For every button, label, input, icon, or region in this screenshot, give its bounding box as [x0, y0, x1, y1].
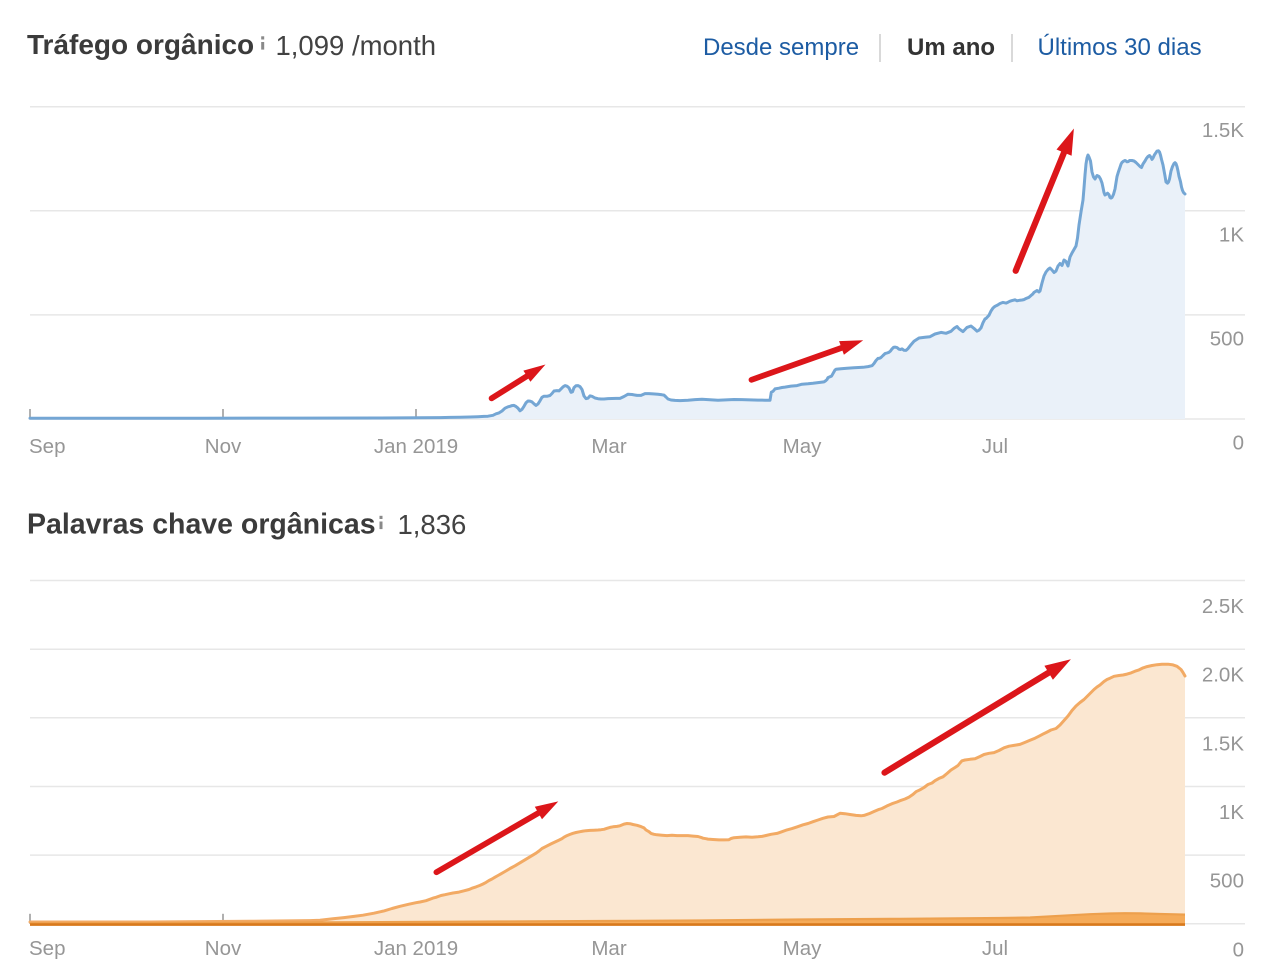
- svg-text:Últimos 30 dias: Últimos 30 dias: [1038, 34, 1202, 61]
- svg-text:Sep: Sep: [29, 937, 65, 960]
- svg-text:Desde sempre: Desde sempre: [703, 34, 859, 61]
- svg-text:1K: 1K: [1219, 801, 1244, 824]
- svg-text:Tráfego orgânico: Tráfego orgânico: [27, 29, 254, 60]
- svg-text:Jul: Jul: [982, 435, 1008, 458]
- svg-text:2.5K: 2.5K: [1202, 595, 1244, 618]
- svg-text:0: 0: [1233, 432, 1244, 455]
- svg-text:Mar: Mar: [591, 435, 626, 458]
- svg-text:1K: 1K: [1219, 223, 1244, 246]
- svg-text:500: 500: [1210, 870, 1244, 893]
- svg-text:Mar: Mar: [591, 937, 626, 960]
- svg-text:May: May: [783, 435, 822, 458]
- svg-text:Nov: Nov: [205, 435, 242, 458]
- svg-text:1.5K: 1.5K: [1202, 119, 1244, 142]
- svg-text:Palavras chave orgânicas: Palavras chave orgânicas: [27, 509, 376, 541]
- svg-text:Sep: Sep: [29, 435, 65, 458]
- svg-text:0: 0: [1233, 938, 1244, 961]
- svg-text:Jan 2019: Jan 2019: [374, 435, 458, 458]
- svg-text:1,099 /month: 1,099 /month: [276, 30, 437, 61]
- svg-text:500: 500: [1210, 327, 1244, 350]
- svg-text:Jan 2019: Jan 2019: [374, 937, 458, 960]
- svg-text:1.5K: 1.5K: [1202, 732, 1244, 755]
- svg-text:Um ano: Um ano: [907, 34, 995, 61]
- svg-text:2.0K: 2.0K: [1202, 664, 1244, 687]
- svg-text:May: May: [783, 937, 822, 960]
- svg-text:1,836: 1,836: [398, 509, 467, 540]
- svg-text:Jul: Jul: [982, 937, 1008, 960]
- svg-text:Nov: Nov: [205, 937, 242, 960]
